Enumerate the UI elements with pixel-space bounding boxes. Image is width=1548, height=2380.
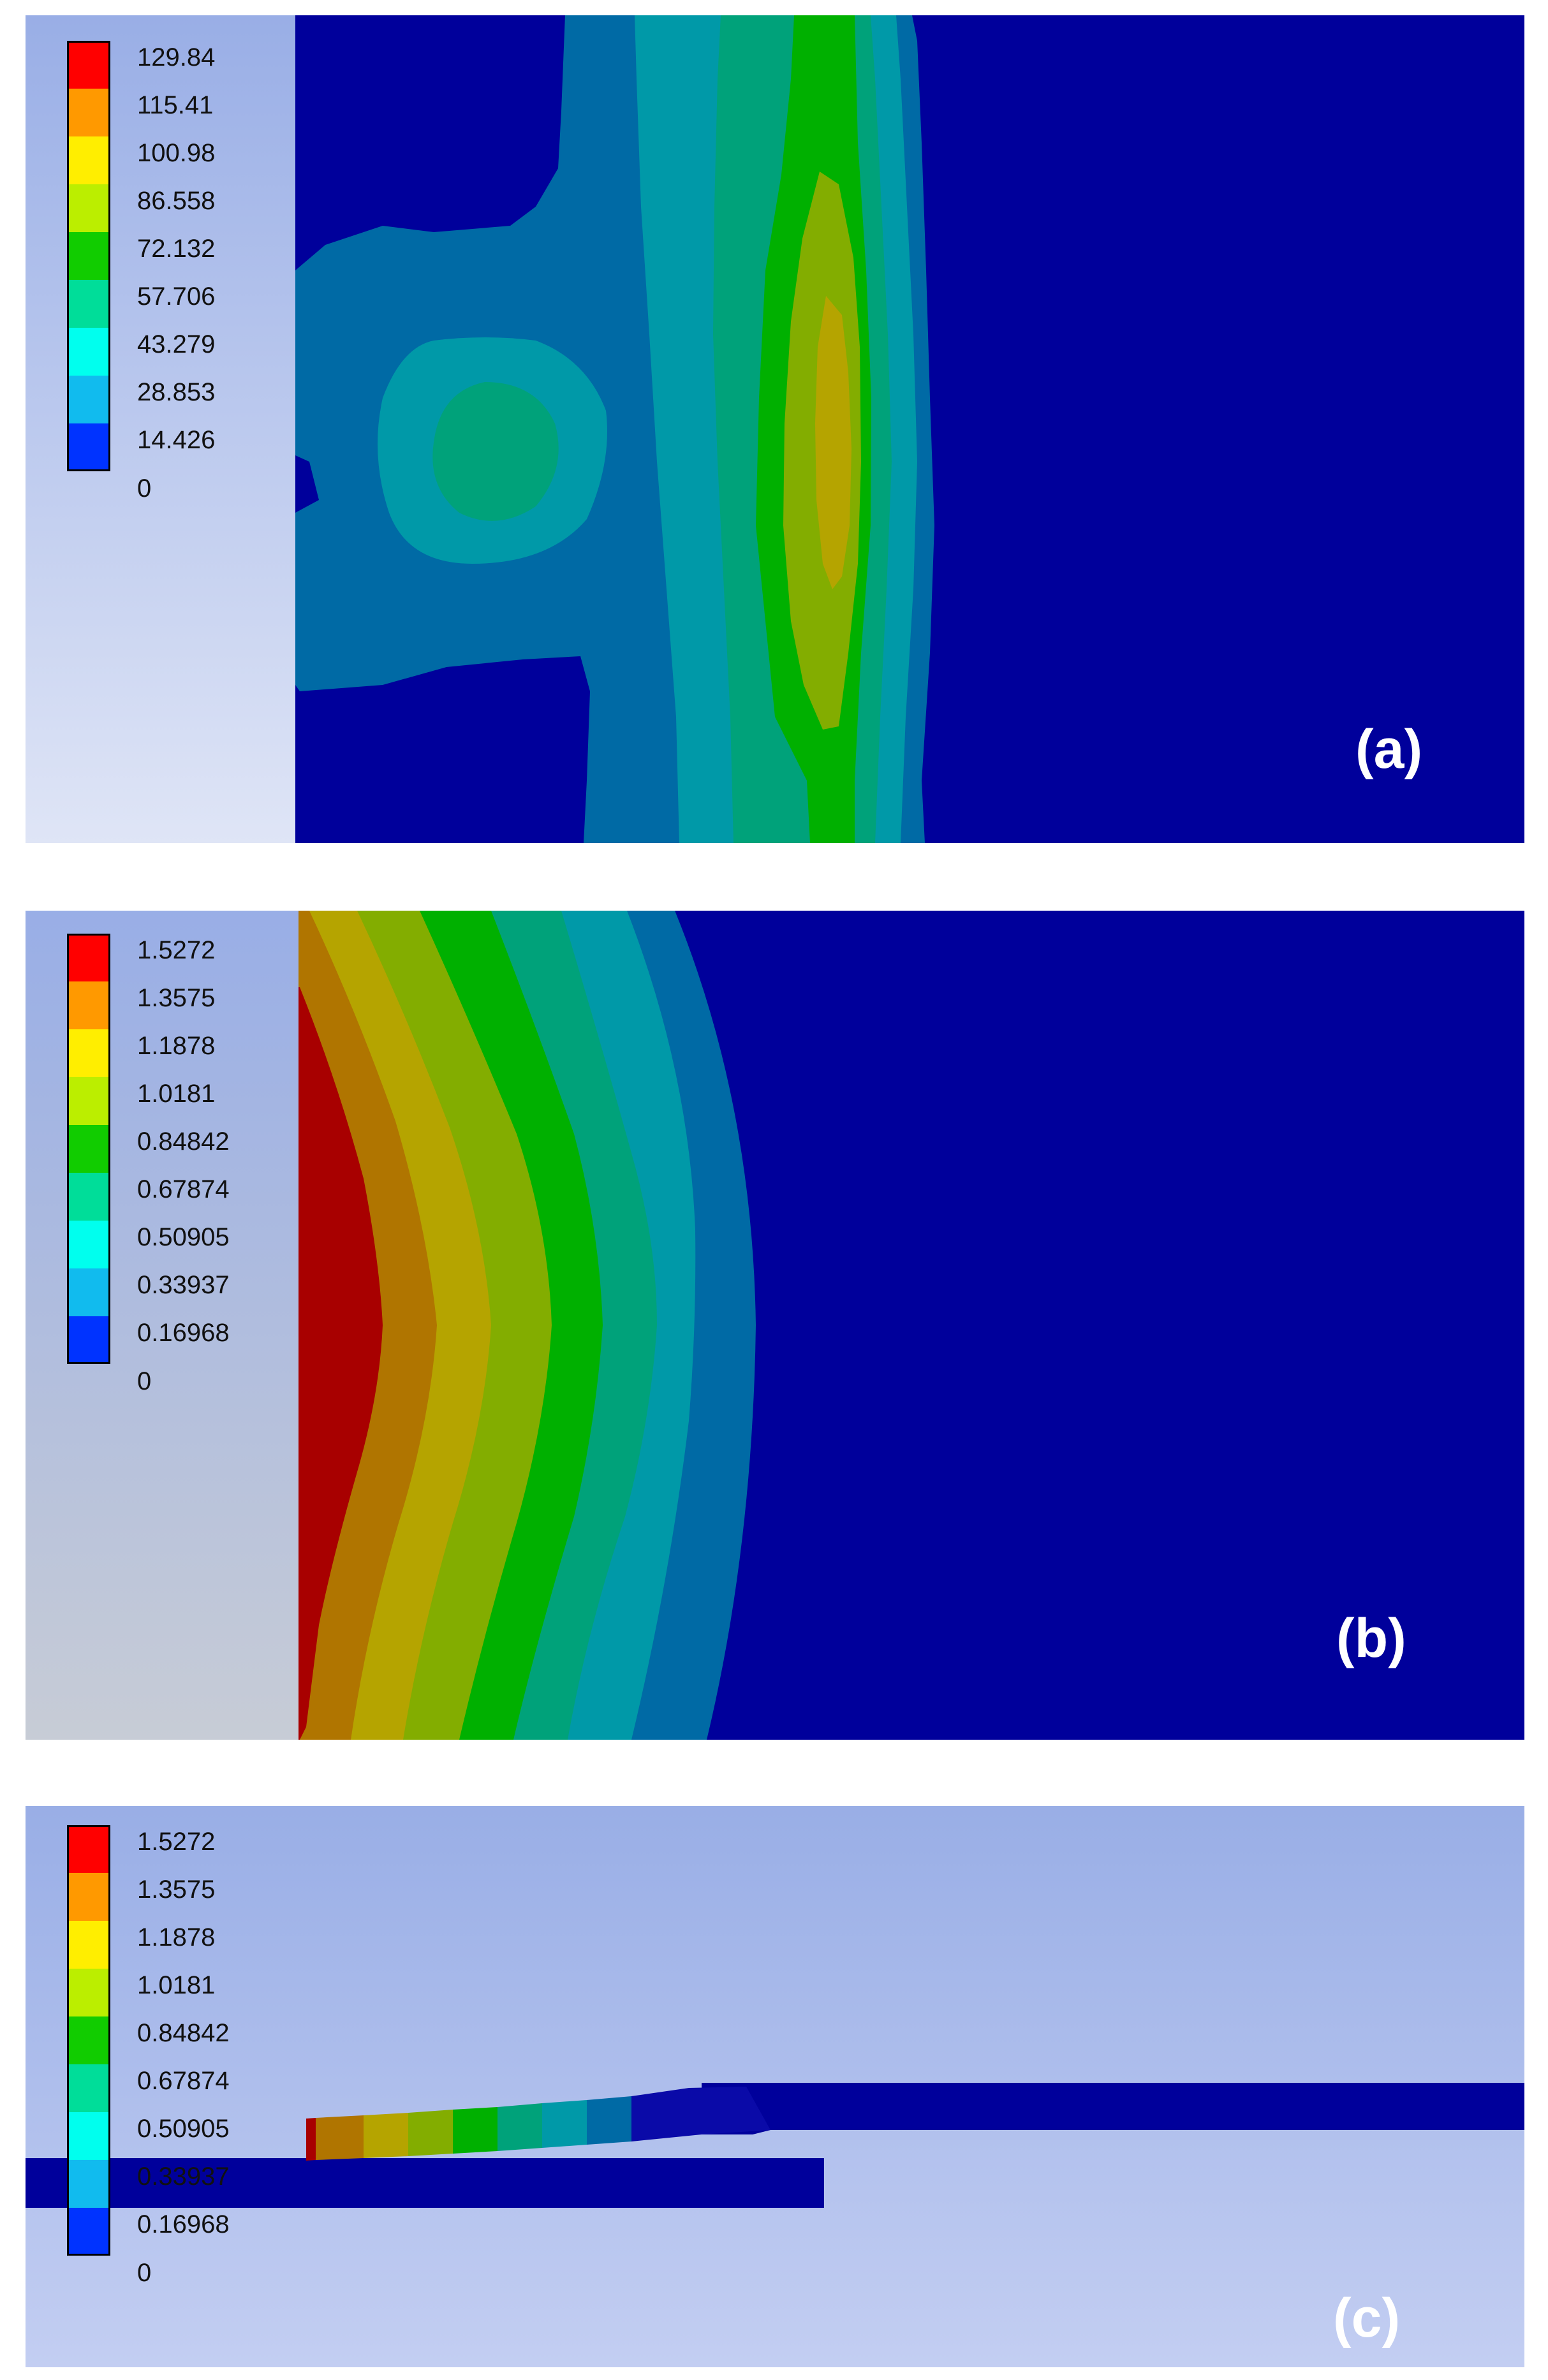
- panel-label-c: (c): [1333, 2288, 1401, 2349]
- contour-panel-b: 1.5272 1.3575 1.1878 1.0181 0.84842 0.67…: [26, 911, 1524, 1740]
- legend-value: 0.84842: [137, 1128, 230, 1156]
- legend-swatch: [67, 1221, 110, 1268]
- contour-panel-c: 1.5272 1.3575 1.1878 1.0181 0.84842 0.67…: [26, 1806, 1524, 2367]
- legend-value: 115.41: [137, 91, 214, 119]
- deformed-flap: [306, 2087, 770, 2161]
- legend-value: 0.67874: [137, 2067, 230, 2095]
- legend-swatch: [67, 328, 110, 376]
- legend-value: 0.84842: [137, 2019, 230, 2047]
- lower-plate: [26, 2158, 824, 2208]
- panel-label-b: (b): [1336, 1608, 1406, 1669]
- legend-swatch: [67, 1316, 110, 1364]
- legend-swatch: [67, 280, 110, 328]
- legend-swatch: [67, 1125, 110, 1173]
- legend-value: 1.1878: [137, 1923, 216, 1951]
- contour-plot-b: [26, 911, 1524, 1740]
- legend-value: 43.279: [137, 330, 216, 358]
- contour-level-6-band: [815, 296, 851, 589]
- legend-value: 28.853: [137, 378, 216, 406]
- legend-value: 1.3575: [137, 984, 216, 1012]
- legend-swatch: [67, 1077, 110, 1125]
- legend-value: 0: [137, 474, 152, 503]
- legend-value: 0.67874: [137, 1175, 230, 1203]
- legend-value: 100.98: [137, 139, 216, 167]
- legend-swatch: [67, 981, 110, 1029]
- legend-value: 86.558: [137, 187, 216, 215]
- legend-value: 0.50905: [137, 2115, 230, 2143]
- legend-swatch: [67, 2112, 110, 2160]
- legend-swatch: [67, 1873, 110, 1921]
- legend-swatch: [67, 136, 110, 184]
- legend-value: 129.84: [137, 43, 216, 71]
- legend-value: 1.1878: [137, 1032, 216, 1060]
- legend-swatch: [67, 423, 110, 471]
- legend-swatch: [67, 1268, 110, 1316]
- legend-value: 1.5272: [137, 936, 216, 964]
- legend-swatch: [67, 2208, 110, 2256]
- contour-plot-c: [26, 1806, 1524, 2367]
- legend-value: 0.50905: [137, 1223, 230, 1251]
- legend-swatch: [67, 2160, 110, 2208]
- legend-value: 0: [137, 2259, 152, 2287]
- upper-plate: [702, 2083, 1524, 2134]
- legend-swatch: [67, 376, 110, 423]
- legend-value: 57.706: [137, 283, 216, 311]
- legend-value: 0: [137, 1367, 152, 1395]
- legend-swatch: [67, 2016, 110, 2064]
- legend-swatch: [67, 1173, 110, 1221]
- contour-plot-a: [26, 15, 1524, 843]
- legend-swatch: [67, 1921, 110, 1969]
- legend-swatch: [67, 89, 110, 136]
- contour-panel-a: 129.84 115.41 100.98 86.558 72.132 57.70…: [26, 15, 1524, 843]
- legend-swatch: [67, 184, 110, 232]
- legend-swatch: [67, 1029, 110, 1077]
- panel-label-a: (a): [1355, 719, 1423, 780]
- legend-value: 0.33937: [137, 1271, 230, 1299]
- legend-swatch: [67, 232, 110, 280]
- contour-band-8: [299, 987, 383, 1740]
- legend-value: 72.132: [137, 235, 216, 263]
- legend-value: 0.33937: [137, 2163, 230, 2191]
- legend-value: 1.0181: [137, 1080, 216, 1108]
- legend-value: 14.426: [137, 426, 216, 454]
- legend-swatch: [67, 1825, 110, 1873]
- legend-value: 1.0181: [137, 1971, 216, 1999]
- legend-value: 1.5272: [137, 1828, 216, 1856]
- legend-swatch: [67, 1969, 110, 2016]
- legend-value: 0.16968: [137, 2210, 230, 2238]
- legend-swatch: [67, 934, 110, 981]
- contour-level-3-core: [432, 382, 559, 521]
- legend-value: 0.16968: [137, 1319, 230, 1347]
- legend-value: 1.3575: [137, 1876, 216, 1904]
- legend-swatch: [67, 2064, 110, 2112]
- legend-swatch: [67, 41, 110, 89]
